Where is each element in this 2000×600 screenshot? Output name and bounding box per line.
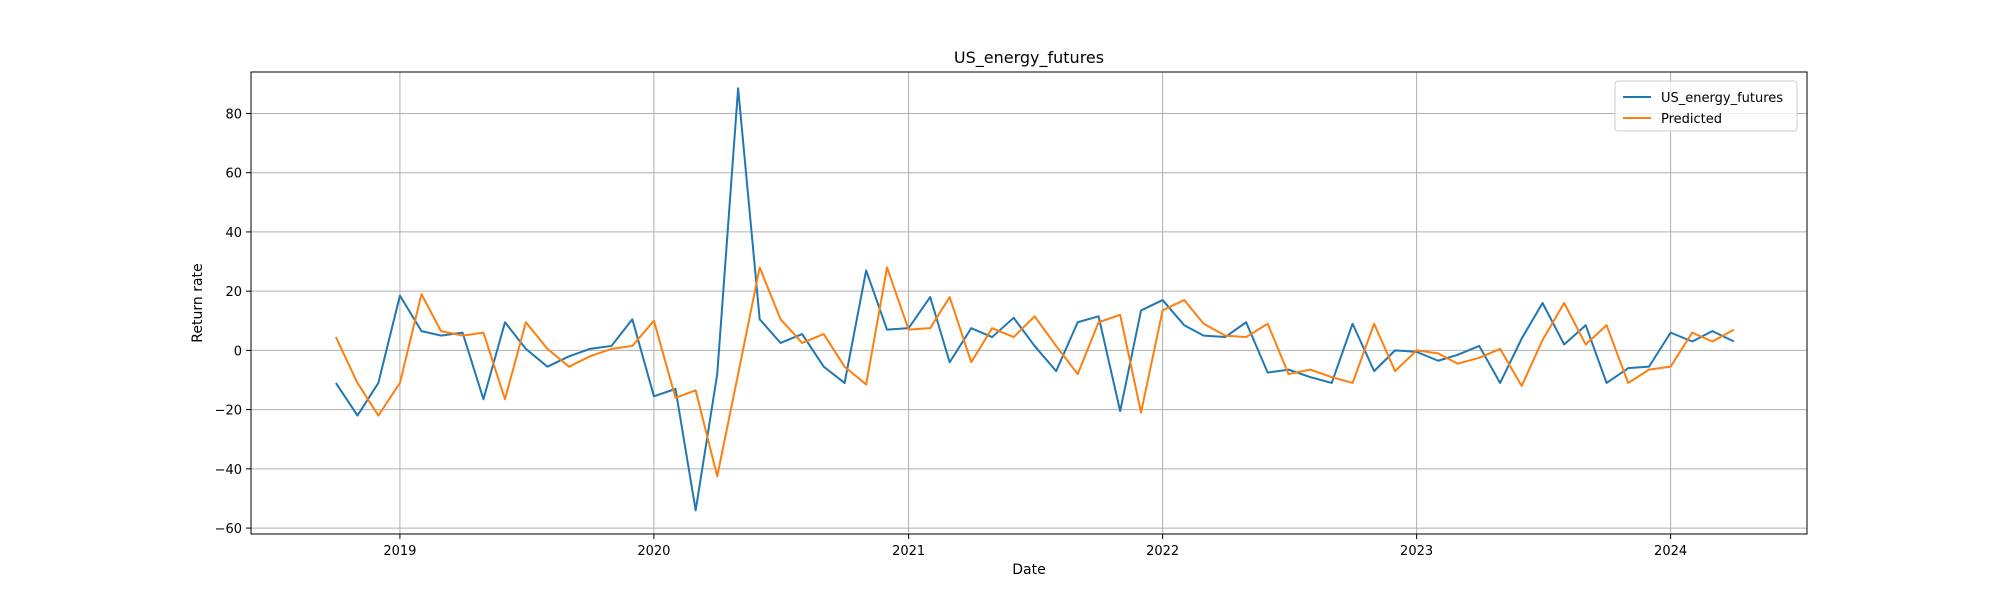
x-axis-label: Date — [1012, 562, 1045, 578]
legend-label: US_energy_futures — [1661, 91, 1783, 106]
y-tick-label: 20 — [225, 285, 242, 300]
x-tick-label: 2019 — [383, 544, 416, 559]
legend-label: Predicted — [1661, 112, 1722, 127]
legend: US_energy_futures Predicted — [1614, 80, 1798, 132]
grid — [251, 72, 1807, 534]
x-tick-label: 2020 — [637, 544, 670, 559]
x-tick-label: 2022 — [1146, 544, 1179, 559]
x-tick-label: 2024 — [1654, 544, 1687, 559]
chart-title: US_energy_futures — [954, 48, 1104, 68]
x-axis: 2019 2020 2021 2022 2023 2024 — [383, 534, 1687, 559]
series-layer — [334, 87, 1735, 512]
y-tick-label: 80 — [225, 107, 242, 122]
y-tick-label: 60 — [225, 167, 242, 182]
y-tick-label: −20 — [215, 404, 242, 419]
y-tick-label: −40 — [215, 463, 242, 478]
x-tick-label: 2023 — [1400, 544, 1433, 559]
x-tick-label: 2021 — [892, 544, 925, 559]
y-tick-label: −60 — [215, 522, 242, 537]
series-line-actual — [335, 87, 1735, 512]
y-tick-label: 0 — [234, 344, 242, 359]
legend-box — [1614, 80, 1798, 132]
y-tick-label: 40 — [225, 226, 242, 241]
series-line-predicted — [334, 266, 1735, 478]
axes-frame — [250, 71, 1808, 535]
y-axis: −60 −40 −20 0 20 40 60 80 — [215, 107, 251, 537]
y-axis-label: Return rate — [190, 263, 206, 342]
